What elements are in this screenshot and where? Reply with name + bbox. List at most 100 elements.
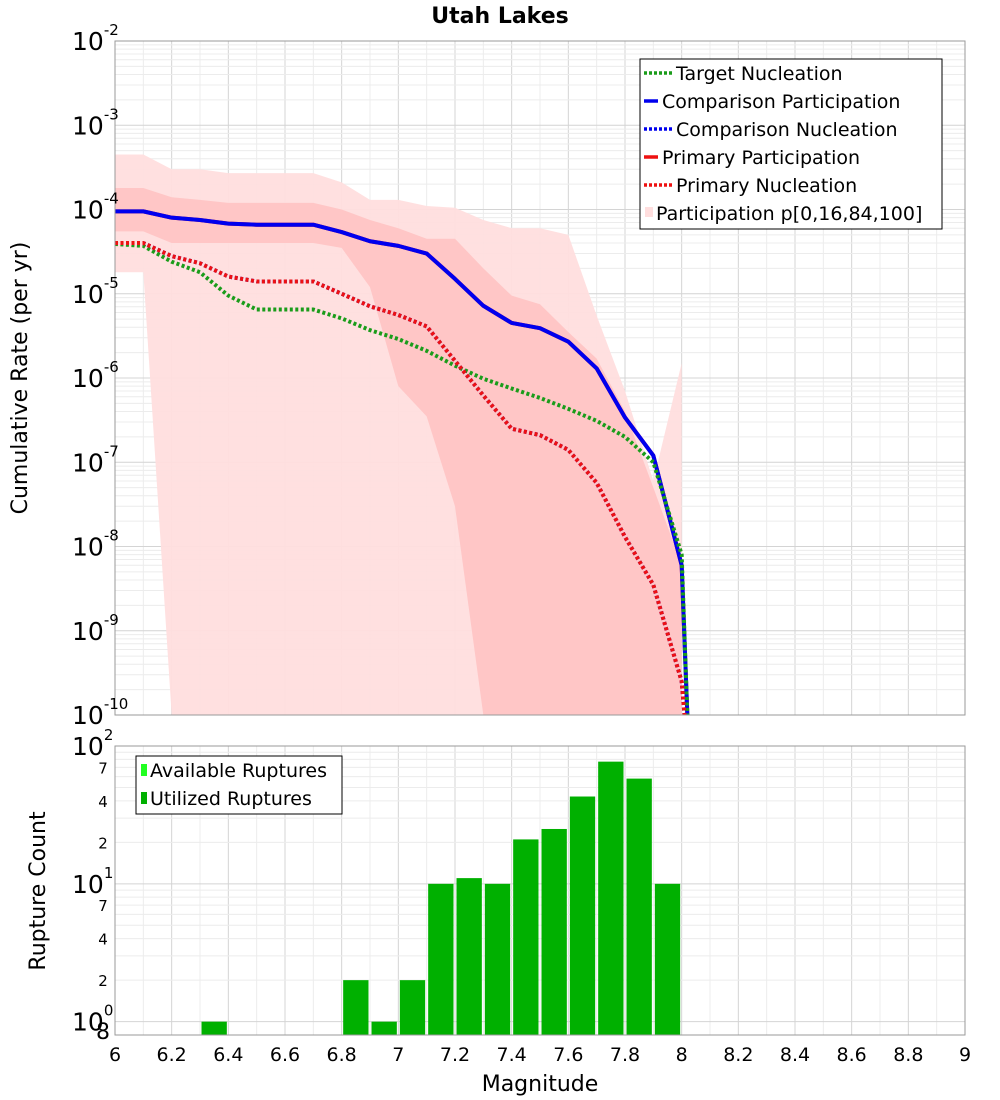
tick-base: 10: [72, 732, 104, 761]
top-y-tick-label: 10-2: [72, 21, 119, 56]
legend-label-primary-nucleation: Primary Nucleation: [670, 175, 857, 197]
bottom-y-minor-tick-label: 2: [98, 972, 108, 990]
tick-exponent: -3: [104, 105, 119, 123]
bottom-y-tick-label: 100: [72, 1002, 113, 1037]
x-tick-label: 6.2: [157, 1044, 187, 1066]
x-tick-label: 6.4: [213, 1044, 243, 1066]
rupture-bar: [371, 1021, 397, 1035]
bottom-y-minor-tick-label: 7: [98, 759, 108, 777]
bottom-y-minor-tick-label: 2: [98, 834, 108, 852]
legend-swatch-available-ruptures: [141, 764, 147, 776]
tick-exponent: -2: [104, 21, 119, 39]
bottom-legend-box: [135, 755, 343, 815]
rupture-bar: [598, 761, 624, 1035]
top-y-tick-label: 10-6: [72, 358, 119, 393]
top-y-tick-label: 10-10: [72, 695, 128, 730]
top-legend: Target Nucleation Comparison Participati…: [639, 58, 943, 230]
legend-label-comparison-nucleation: Comparison Nucleation: [670, 119, 898, 141]
tick-base: 10: [72, 196, 104, 225]
tick-exponent: -4: [104, 190, 119, 208]
tick-exponent: 1: [104, 864, 114, 882]
top-plot-border: [114, 40, 966, 716]
top-y-tick-label: 10-4: [72, 190, 119, 225]
x-tick-label: 6.8: [327, 1044, 357, 1066]
bottom-y-minor-tick-label: 7: [98, 897, 108, 915]
legend-label-comparison-participation: Comparison Participation: [662, 91, 900, 113]
bottom-y-minor-tick-label: 4: [98, 931, 108, 949]
tick-base: 10: [72, 701, 104, 730]
rupture-bar: [399, 980, 426, 1035]
x-tick-label: 8.2: [723, 1044, 753, 1066]
x-tick-label: 7.4: [497, 1044, 527, 1066]
legend-label-available-ruptures: Available Ruptures: [150, 760, 327, 782]
tick-exponent: -10: [104, 695, 129, 713]
rupture-bar: [343, 980, 369, 1035]
top-y-tick-label: 10-9: [72, 611, 119, 646]
rupture-bar: [626, 778, 652, 1035]
x-tick-label: 8.6: [837, 1044, 867, 1066]
tick-base: 10: [72, 280, 104, 309]
x-tick-label: 6: [109, 1044, 121, 1066]
legend-label-participation-band: Participation p[0,16,84,100]: [656, 203, 922, 225]
x-tick-label: 7.6: [553, 1044, 583, 1066]
legend-label-target-nucleation: Target Nucleation: [675, 63, 843, 85]
bottom-y-tick-label: 101: [72, 864, 113, 899]
rupture-bar: [456, 878, 482, 1035]
x-tick-label: 8.8: [893, 1044, 923, 1066]
rupture-bar: [513, 839, 539, 1035]
bottom-y-minor-tick-label: 4: [98, 793, 108, 811]
bottom-y-minor-tick-label: 8: [96, 1020, 110, 1045]
rupture-count-bars: [201, 761, 681, 1035]
legend-swatch-participation-band: [645, 207, 653, 217]
rate-curves: [114, 209, 690, 716]
tick-base: 10: [72, 448, 104, 477]
tick-exponent: -9: [104, 611, 119, 629]
tick-base: 10: [72, 533, 104, 562]
top-y-tick-label: 10-7: [72, 442, 119, 477]
tick-base: 10: [72, 870, 104, 899]
chart-title: Utah Lakes: [431, 4, 568, 29]
rupture-bar: [201, 1021, 227, 1035]
legend-swatch-utilized-ruptures: [141, 792, 147, 804]
x-tick-label: 9: [959, 1044, 971, 1066]
rupture-bar: [428, 883, 454, 1035]
tick-exponent: -7: [104, 442, 119, 460]
percentile-bands: [115, 154, 682, 715]
comparison-participation-line: [115, 209, 690, 716]
tick-exponent: -6: [104, 358, 119, 376]
legend-label-utilized-ruptures: Utilized Ruptures: [150, 788, 312, 810]
x-tick-label: 7.2: [440, 1044, 470, 1066]
tick-exponent: -8: [104, 527, 119, 545]
x-tick-label: 8.4: [780, 1044, 810, 1066]
band-p16-p84: [115, 187, 682, 715]
rupture-bar: [484, 883, 511, 1035]
bottom-y-tick-label: 102: [72, 726, 113, 761]
bottom-y-axis-label: Rupture Count: [26, 811, 51, 971]
tick-exponent: 0: [104, 1002, 114, 1020]
rupture-bar: [569, 796, 596, 1035]
top-y-tick-label: 10-5: [72, 274, 119, 309]
tick-exponent: 2: [104, 726, 114, 744]
x-tick-label: 7: [392, 1044, 404, 1066]
bottom-legend: Available Ruptures Utilized Ruptures: [135, 755, 343, 815]
x-axis-label: Magnitude: [482, 1072, 599, 1097]
x-tick-labels: 6 6.2 6.4 6.6 6.8 7 7.2 7.4 7.6 7.8 8 8.2 8.4 8.6 8.8 9: [109, 1044, 971, 1066]
tick-base: 10: [72, 27, 104, 56]
top-y-axis-label: Cumulative Rate (per yr): [8, 242, 33, 515]
primary-nucleation-line: [115, 241, 687, 716]
tick-exponent: -5: [104, 274, 119, 292]
rupture-bar: [654, 883, 681, 1035]
tick-base: 10: [72, 111, 104, 140]
top-y-tick-label: 10-3: [72, 105, 119, 140]
top-y-tick-label: 10-8: [72, 527, 119, 562]
target-nucleation-line: [114, 241, 690, 716]
legend-label-primary-participation: Primary Participation: [662, 147, 860, 169]
top-legend-box: [639, 58, 943, 230]
bottom-plot-border: [114, 745, 966, 1036]
x-tick-label: 7.8: [610, 1044, 640, 1066]
rupture-bar: [541, 828, 567, 1035]
x-tick-label: 6.6: [270, 1044, 300, 1066]
